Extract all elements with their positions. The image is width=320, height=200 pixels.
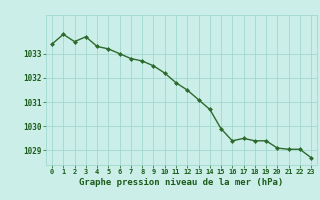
X-axis label: Graphe pression niveau de la mer (hPa): Graphe pression niveau de la mer (hPa) <box>79 178 284 187</box>
